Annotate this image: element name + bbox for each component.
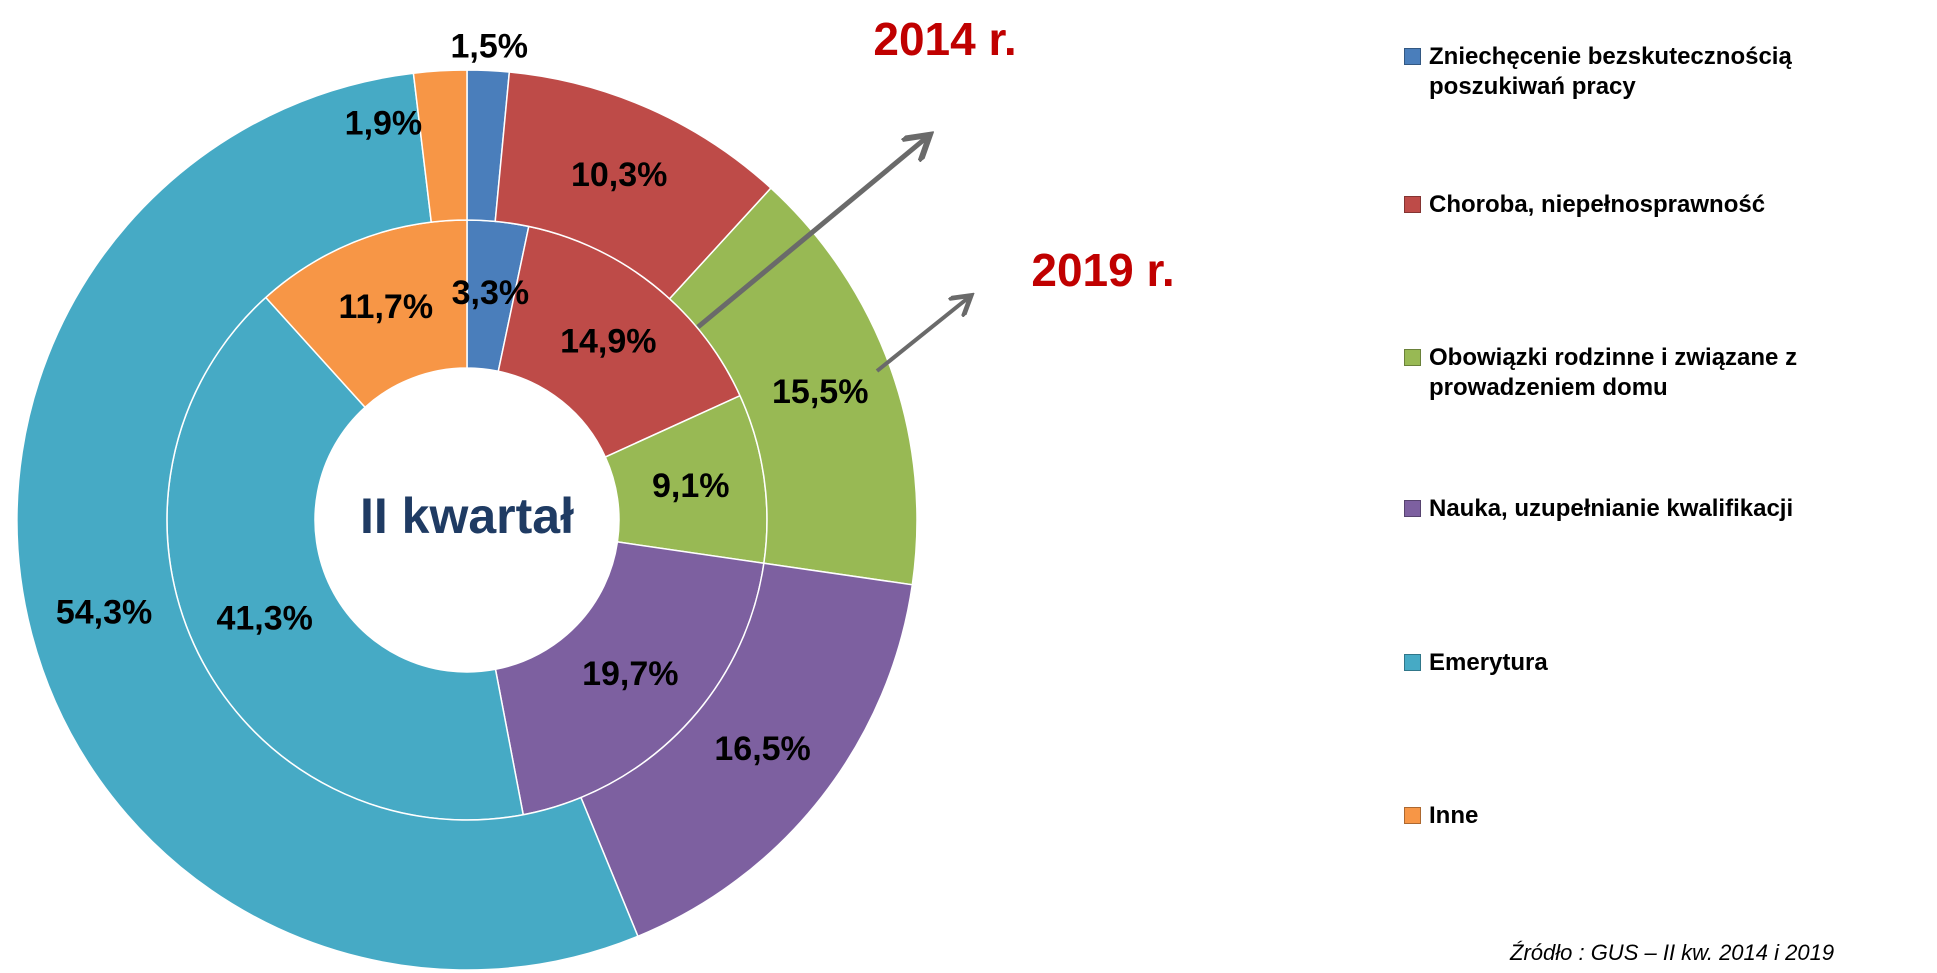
data-label: 1,5%	[450, 28, 528, 66]
arrow	[875, 298, 968, 373]
legend-swatch	[1404, 196, 1421, 213]
data-label: 10,3%	[571, 156, 667, 194]
legend-label: Choroba, niepełnosprawność	[1429, 191, 1766, 218]
data-label: 16,5%	[714, 730, 810, 768]
legend-swatch	[1404, 48, 1421, 65]
data-label: 1,9%	[345, 105, 423, 143]
legend-item: Choroba, niepełnosprawność	[1404, 190, 1929, 220]
data-label: 11,7%	[339, 288, 434, 326]
legend-item: Obowiązki rodzinne i związane z prowadze…	[1404, 343, 1929, 403]
data-label: 54,3%	[56, 593, 152, 631]
arrow	[696, 138, 926, 329]
legend-item: Inne	[1404, 801, 1929, 831]
rings	[16, 69, 918, 971]
legend-item: Emerytura	[1404, 648, 1929, 678]
legend-swatch	[1404, 500, 1421, 517]
legend-item: Nauka, uzupełnianie kwalifikacji	[1404, 494, 1929, 524]
legend-item: Zniechęcenie bezskutecznością poszukiwań…	[1404, 42, 1929, 102]
data-label: 41,3%	[216, 600, 312, 638]
legend-label: Zniechęcenie bezskutecznością poszukiwań…	[1429, 43, 1792, 100]
legend-swatch	[1404, 349, 1421, 366]
segment	[579, 562, 914, 938]
series-label: 2019 r.	[1031, 244, 1174, 296]
legend-swatch	[1404, 654, 1421, 671]
source: Źródło : GUS – II kw. 2014 i 2019	[1510, 940, 1835, 965]
data-label: 19,7%	[582, 655, 678, 693]
legend-swatch	[1404, 807, 1421, 824]
legend-label: Obowiązki rodzinne i związane z prowadze…	[1429, 344, 1798, 401]
legend-label: Emerytura	[1429, 649, 1548, 676]
series-label: 2014 r.	[873, 13, 1016, 65]
segment	[412, 69, 468, 223]
segment	[16, 72, 639, 971]
data-label: 15,5%	[772, 373, 868, 411]
data-label: 14,9%	[560, 323, 656, 361]
data-label: 9,1%	[652, 467, 730, 505]
legend-label: Inne	[1429, 802, 1479, 829]
data-label: 3,3%	[452, 274, 530, 312]
center-label: II kwartał	[360, 488, 574, 544]
legend-label: Nauka, uzupełnianie kwalifikacji	[1429, 495, 1794, 522]
